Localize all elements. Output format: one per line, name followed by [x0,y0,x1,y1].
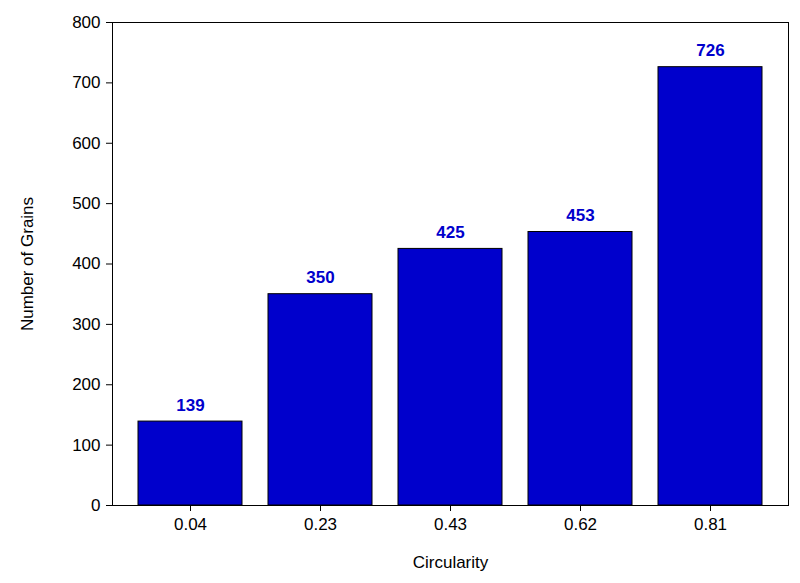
svg-text:0.43: 0.43 [434,515,467,534]
svg-text:600: 600 [72,134,100,153]
svg-text:0.23: 0.23 [304,515,337,534]
svg-text:350: 350 [306,268,334,287]
svg-text:100: 100 [72,436,100,455]
svg-text:Number of Grains: Number of Grains [18,197,37,331]
svg-text:700: 700 [72,73,100,92]
svg-text:200: 200 [72,375,100,394]
svg-text:Circularity: Circularity [413,553,489,572]
svg-text:0.62: 0.62 [564,515,597,534]
svg-text:500: 500 [72,194,100,213]
svg-text:0.81: 0.81 [694,515,727,534]
svg-text:726: 726 [696,41,724,60]
svg-text:400: 400 [72,254,100,273]
svg-text:300: 300 [72,315,100,334]
svg-text:425: 425 [436,223,464,242]
svg-text:453: 453 [566,206,594,225]
svg-text:0: 0 [91,496,100,515]
svg-text:800: 800 [72,13,100,32]
svg-text:0.04: 0.04 [174,515,207,534]
svg-text:139: 139 [176,396,204,415]
